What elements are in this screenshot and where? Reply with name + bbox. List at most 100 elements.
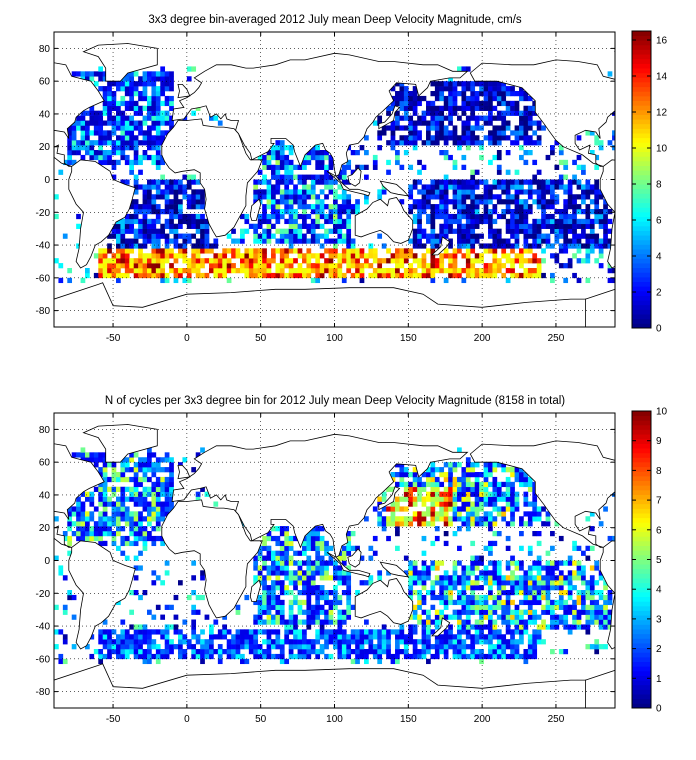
bin-cell <box>116 150 121 156</box>
bin-cell <box>169 120 174 126</box>
bin-cell <box>191 213 197 220</box>
bin-cell <box>231 644 236 650</box>
bin-cell <box>151 268 157 274</box>
bin-cell <box>448 243 453 249</box>
bin-cell <box>465 501 471 507</box>
bin-cell <box>558 604 564 610</box>
bin-cell <box>129 125 135 131</box>
bin-cell <box>576 218 582 225</box>
bin-cell <box>178 199 183 205</box>
x-tick-label: 0 <box>184 714 190 725</box>
bin-cell <box>492 531 498 537</box>
bin-cell <box>483 609 489 615</box>
bin-cell <box>519 135 524 141</box>
bin-cell <box>169 95 174 102</box>
bin-cell <box>474 115 480 121</box>
colorbar-swatch <box>632 198 651 204</box>
bin-cell <box>527 565 533 571</box>
bin-cell <box>116 100 121 107</box>
bin-cell <box>581 609 586 615</box>
bin-cell <box>598 140 604 146</box>
bin-cell <box>346 653 352 660</box>
bin-cell <box>519 204 524 210</box>
bin-cell <box>510 223 515 229</box>
bin-cell <box>248 223 254 229</box>
bin-cell <box>142 150 148 156</box>
bin-cell <box>133 238 139 244</box>
colorbar-swatch <box>632 596 651 602</box>
bin-cell <box>377 233 383 239</box>
bin-cell <box>492 130 498 136</box>
bin-cell <box>306 609 312 615</box>
bin-cell <box>169 184 174 190</box>
bin-cell <box>178 218 183 225</box>
bin-cell <box>142 120 148 126</box>
bin-cell <box>257 604 263 610</box>
bin-cell <box>519 115 524 121</box>
bin-cell <box>288 580 294 586</box>
bin-cell <box>474 629 480 635</box>
bin-cell <box>133 86 139 92</box>
bin-cell <box>293 218 298 225</box>
bin-cell <box>421 496 427 502</box>
bin-cell <box>607 218 613 225</box>
bin-cell <box>262 154 267 161</box>
bin-cell <box>412 639 418 645</box>
bin-cell <box>381 189 387 195</box>
bin-cell <box>554 194 560 200</box>
bin-cell <box>155 575 161 581</box>
bin-cell <box>337 565 343 571</box>
bin-cell <box>142 653 148 660</box>
bin-cell <box>434 467 440 473</box>
bin-cell <box>496 599 502 606</box>
bin-cell <box>173 233 179 239</box>
bin-cell <box>479 619 484 625</box>
bin-cell <box>120 100 126 107</box>
bin-cell <box>288 263 294 269</box>
bin-cell <box>346 248 352 254</box>
bin-cell <box>102 531 108 537</box>
bin-cell <box>186 194 192 200</box>
bin-cell <box>89 71 95 77</box>
bin-cell <box>355 658 360 665</box>
bin-cell <box>129 115 135 121</box>
bin-cell <box>142 634 148 640</box>
bin-cell <box>461 590 467 596</box>
bin-cell <box>550 145 555 151</box>
bin-cell <box>377 653 383 660</box>
bin-cell <box>439 481 445 488</box>
bin-cell <box>536 516 542 522</box>
bin-cell <box>293 248 298 254</box>
bin-cell <box>142 228 148 234</box>
bin-cell <box>266 233 272 239</box>
bin-cell <box>563 233 569 239</box>
bin-cell <box>346 594 352 601</box>
bin-cell <box>58 169 64 175</box>
bin-cell <box>151 472 157 478</box>
bin-cell <box>421 268 427 274</box>
bin-cell <box>417 263 422 269</box>
bin-cell <box>293 174 298 180</box>
bin-cell <box>178 213 183 220</box>
bin-cell <box>67 154 73 161</box>
bin-cell <box>558 594 564 601</box>
bin-cell <box>541 604 546 610</box>
bin-cell <box>390 272 396 279</box>
bin-cell <box>452 560 458 566</box>
bin-cell <box>169 218 174 225</box>
bin-cell <box>452 467 458 473</box>
bin-cell <box>465 272 471 279</box>
bin-cell <box>390 135 396 141</box>
bin-cell <box>434 213 440 220</box>
bin-cell <box>341 575 347 581</box>
bin-cell <box>496 604 502 610</box>
bin-cell <box>98 150 104 156</box>
bin-cell <box>474 496 480 502</box>
bin-cell <box>377 258 383 264</box>
bin-cell <box>576 277 582 284</box>
bin-cell <box>439 496 445 502</box>
bin-cell <box>275 199 281 205</box>
bin-cell <box>133 213 139 220</box>
bin-cell <box>191 189 197 195</box>
bin-cell <box>107 120 112 126</box>
